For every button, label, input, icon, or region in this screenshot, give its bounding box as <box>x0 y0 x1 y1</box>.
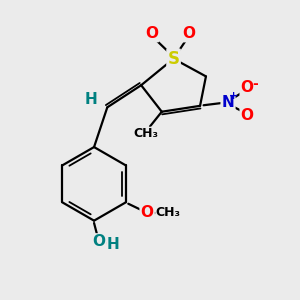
Text: O: O <box>241 108 254 123</box>
Text: O: O <box>182 26 195 41</box>
Text: +: + <box>229 92 238 101</box>
Text: O: O <box>141 205 154 220</box>
Text: CH₃: CH₃ <box>133 127 158 140</box>
Text: H: H <box>85 92 98 106</box>
Text: CH₃: CH₃ <box>156 206 181 219</box>
Text: S: S <box>168 50 180 68</box>
Text: H: H <box>107 237 120 252</box>
Text: -: - <box>253 77 258 91</box>
Text: O: O <box>145 26 158 41</box>
Text: O: O <box>92 234 105 249</box>
Text: O: O <box>241 80 254 95</box>
Text: N: N <box>222 95 234 110</box>
